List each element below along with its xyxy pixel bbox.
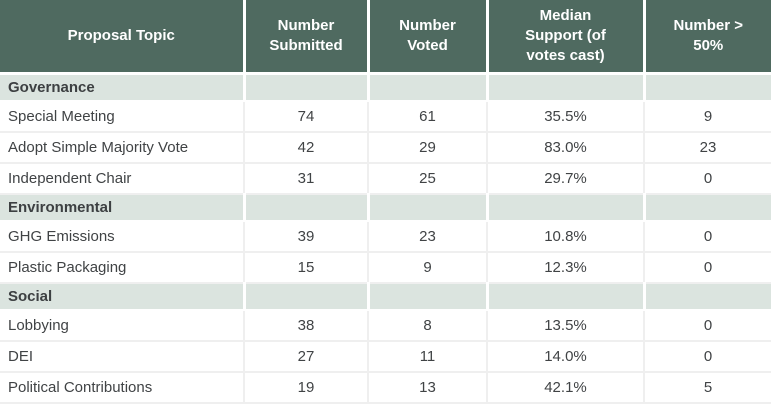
cell-topic: Independent Chair bbox=[0, 163, 245, 195]
cell-over-50: 5 bbox=[644, 372, 771, 404]
cell-voted: 23 bbox=[368, 221, 488, 253]
cell-submitted: 38 bbox=[244, 310, 369, 342]
cell-over-50: 0 bbox=[644, 252, 771, 284]
section-empty-cell bbox=[487, 282, 646, 311]
section-empty-cell bbox=[487, 73, 646, 102]
cell-topic: Political Contributions bbox=[0, 372, 245, 404]
cell-voted: 11 bbox=[368, 341, 488, 373]
cell-over-50: 0 bbox=[644, 221, 771, 253]
cell-over-50: 9 bbox=[644, 101, 771, 133]
cell-median-support: 29.7% bbox=[487, 163, 645, 195]
cell-submitted: 19 bbox=[244, 372, 369, 404]
section-label: Environmental bbox=[0, 193, 246, 222]
cell-median-support: 42.1% bbox=[487, 372, 645, 404]
cell-topic: Lobbying bbox=[0, 310, 245, 342]
cell-voted: 9 bbox=[368, 252, 488, 284]
header-proposal-topic: Proposal Topic bbox=[0, 0, 246, 75]
section-row-environmental: Environmental bbox=[0, 193, 771, 222]
cell-topic: GHG Emissions bbox=[0, 221, 245, 253]
header-number-submitted: Number Submitted bbox=[244, 0, 370, 75]
table-row-plastic-packaging: Plastic Packaging 15 9 12.3% 0 bbox=[0, 252, 771, 284]
cell-topic: Adopt Simple Majority Vote bbox=[0, 132, 245, 164]
cell-median-support: 35.5% bbox=[487, 101, 645, 133]
cell-topic: DEI bbox=[0, 341, 245, 373]
table-row-lobbying: Lobbying 38 8 13.5% 0 bbox=[0, 310, 771, 342]
cell-over-50: 0 bbox=[644, 341, 771, 373]
section-empty-cell bbox=[368, 282, 489, 311]
table-row-independent-chair: Independent Chair 31 25 29.7% 0 bbox=[0, 163, 771, 195]
table-row-special-meeting: Special Meeting 74 61 35.5% 9 bbox=[0, 101, 771, 133]
cell-over-50: 0 bbox=[644, 310, 771, 342]
header-median-support: Median Support (of votes cast) bbox=[487, 0, 646, 75]
section-empty-cell bbox=[644, 193, 771, 222]
header-row: Proposal Topic Number Submitted Number V… bbox=[0, 0, 771, 75]
section-empty-cell bbox=[244, 73, 370, 102]
header-number-voted-label: Number Voted bbox=[399, 16, 456, 54]
cell-submitted: 42 bbox=[244, 132, 369, 164]
cell-median-support: 12.3% bbox=[487, 252, 645, 284]
section-row-governance: Governance bbox=[0, 73, 771, 102]
table-row-dei: DEI 27 11 14.0% 0 bbox=[0, 341, 771, 373]
table-row-adopt-simple-majority-vote: Adopt Simple Majority Vote 42 29 83.0% 2… bbox=[0, 132, 771, 164]
cell-submitted: 31 bbox=[244, 163, 369, 195]
cell-voted: 13 bbox=[368, 372, 488, 404]
cell-over-50: 23 bbox=[644, 132, 771, 164]
cell-submitted: 39 bbox=[244, 221, 369, 253]
cell-median-support: 83.0% bbox=[487, 132, 645, 164]
table-row-ghg-emissions: GHG Emissions 39 23 10.8% 0 bbox=[0, 221, 771, 253]
section-empty-cell bbox=[244, 193, 370, 222]
section-empty-cell bbox=[644, 282, 771, 311]
section-empty-cell bbox=[368, 193, 489, 222]
cell-over-50: 0 bbox=[644, 163, 771, 195]
cell-median-support: 14.0% bbox=[487, 341, 645, 373]
section-label: Governance bbox=[0, 73, 246, 102]
cell-voted: 29 bbox=[368, 132, 488, 164]
section-empty-cell bbox=[644, 73, 771, 102]
cell-median-support: 13.5% bbox=[487, 310, 645, 342]
cell-submitted: 74 bbox=[244, 101, 369, 133]
cell-topic: Plastic Packaging bbox=[0, 252, 245, 284]
section-label: Social bbox=[0, 282, 246, 311]
cell-voted: 8 bbox=[368, 310, 488, 342]
cell-submitted: 15 bbox=[244, 252, 369, 284]
cell-topic: Special Meeting bbox=[0, 101, 245, 133]
header-number-voted: Number Voted bbox=[368, 0, 489, 75]
header-number-submitted-label: Number Submitted bbox=[269, 16, 343, 54]
header-number-over-50: Number > 50% bbox=[644, 0, 771, 75]
header-median-support-label: Median Support (of votes cast) bbox=[525, 6, 606, 65]
section-empty-cell bbox=[368, 73, 489, 102]
header-number-over-50-label: Number > 50% bbox=[673, 16, 744, 54]
cell-voted: 61 bbox=[368, 101, 488, 133]
section-empty-cell bbox=[487, 193, 646, 222]
section-empty-cell bbox=[244, 282, 370, 311]
cell-voted: 25 bbox=[368, 163, 488, 195]
header-proposal-topic-label: Proposal Topic bbox=[67, 26, 175, 44]
table-header: Proposal Topic Number Submitted Number V… bbox=[0, 0, 771, 75]
cell-submitted: 27 bbox=[244, 341, 369, 373]
cell-median-support: 10.8% bbox=[487, 221, 645, 253]
table-body: Governance Special Meeting 74 61 35.5% 9… bbox=[0, 73, 771, 404]
section-row-social: Social bbox=[0, 282, 771, 311]
table-row-political-contributions: Political Contributions 19 13 42.1% 5 bbox=[0, 372, 771, 404]
